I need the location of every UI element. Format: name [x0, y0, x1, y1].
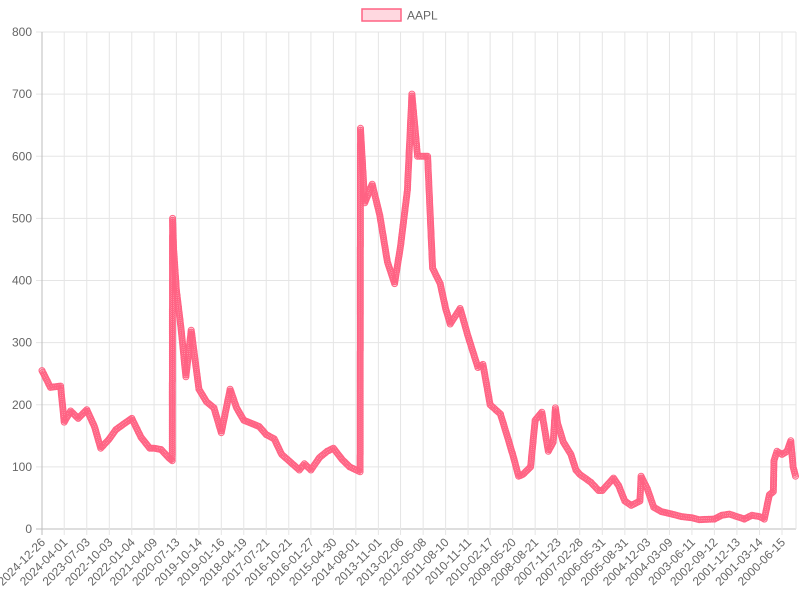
y-tick-label: 100 — [12, 460, 32, 474]
y-tick-label: 800 — [12, 25, 32, 39]
y-tick-label: 600 — [12, 149, 32, 163]
y-tick-label: 500 — [12, 211, 32, 225]
y-tick-label: 200 — [12, 398, 32, 412]
legend-label-aapl[interactable]: AAPL — [407, 9, 438, 23]
y-tick-label: 0 — [25, 522, 32, 536]
legend-swatch-aapl[interactable] — [361, 8, 402, 22]
data-point — [792, 472, 799, 480]
legend[interactable]: AAPL — [361, 8, 438, 23]
y-tick-label: 400 — [12, 274, 32, 288]
y-tick-label: 300 — [12, 336, 32, 350]
chart-axes: 01002003004005006007008002024-12-262024-… — [0, 25, 788, 589]
chart-series — [38, 90, 799, 524]
y-tick-label: 700 — [12, 87, 32, 101]
